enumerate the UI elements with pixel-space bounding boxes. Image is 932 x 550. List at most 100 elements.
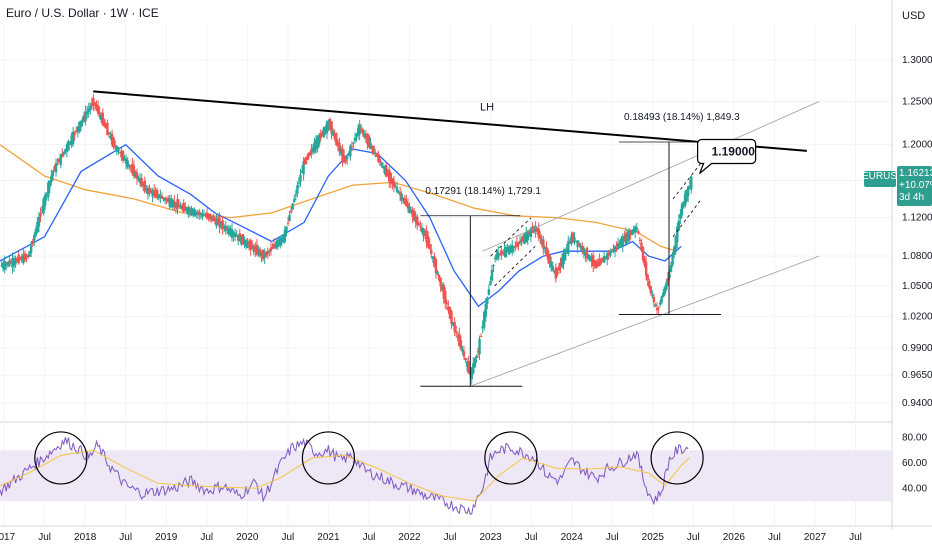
candle-body (331, 131, 335, 136)
x-tick-label: Jul (38, 532, 51, 543)
candle-body (76, 126, 80, 132)
channel-lower-line (470, 255, 820, 387)
candle-body (680, 204, 684, 216)
candle-body (226, 227, 229, 231)
candle-body (330, 121, 333, 135)
candle-body (454, 331, 458, 333)
candle-body (272, 244, 276, 249)
candle-body (22, 254, 25, 264)
candle-body (445, 303, 449, 305)
candle-body (360, 128, 363, 130)
x-tick-label: 2024 (561, 532, 584, 543)
candle-body (37, 216, 41, 227)
x-tick-label: 2026 (723, 532, 746, 543)
candle-body (671, 254, 674, 265)
rsi-band (0, 450, 892, 501)
candle-body (114, 145, 117, 147)
candle-body (135, 172, 139, 179)
candle-body (405, 200, 408, 207)
candle-body (426, 235, 430, 247)
candle-body (300, 171, 304, 173)
candle-body (341, 148, 344, 161)
x-tick-label: Jul (768, 532, 781, 543)
candle-body (263, 253, 266, 258)
candle-body (12, 258, 16, 266)
candle-body (100, 114, 103, 121)
candle-body (475, 356, 478, 358)
projection-dashed-line (672, 162, 702, 200)
candle-body (384, 165, 388, 177)
candle-body (156, 190, 159, 199)
candle-body (408, 206, 411, 213)
x-tick-label: 2020 (236, 532, 259, 543)
candle-body (674, 236, 677, 250)
candle-body (8, 260, 11, 267)
candle-body (436, 271, 439, 275)
candle-body (378, 159, 382, 163)
candle-body (497, 251, 500, 260)
candle-body (391, 178, 394, 185)
candle-body (162, 198, 165, 200)
candle-body (590, 258, 593, 262)
candle-body (75, 130, 78, 132)
candle-body (509, 246, 512, 253)
candle-body (190, 208, 193, 216)
candle-body (254, 245, 257, 253)
candle-body (109, 136, 112, 138)
candle-body (679, 213, 682, 219)
candle-body (665, 282, 668, 290)
candle-body (577, 243, 581, 246)
candle-body (529, 228, 533, 237)
ellipse-highlight-icon (301, 431, 356, 485)
candle-body (85, 111, 89, 115)
candle-body (297, 182, 301, 184)
x-tick-label: Jul (363, 532, 376, 543)
ellipse-highlight-icon (650, 431, 704, 485)
candle-body (14, 258, 17, 265)
candle-body (484, 303, 487, 318)
candle-body (501, 251, 505, 253)
candle-body (212, 215, 215, 222)
candle-body (520, 239, 523, 242)
candle-body (179, 205, 182, 209)
candle-body (409, 210, 413, 213)
candle-body (630, 229, 634, 235)
candle-body (107, 132, 111, 134)
candle-body (649, 286, 653, 294)
candle-body (685, 190, 688, 202)
candle-body (612, 248, 615, 251)
candle-body (274, 244, 277, 247)
candle-body (398, 192, 402, 196)
candle-body (202, 215, 206, 217)
candle-body (160, 195, 164, 199)
candle-body (42, 198, 45, 214)
candle-body (146, 187, 150, 195)
candle-body (313, 142, 316, 153)
candle-body (269, 247, 273, 251)
candle-body (1, 262, 5, 269)
candle-body (451, 322, 455, 326)
y-tick-label: 1.05000 (902, 281, 932, 292)
candle-body (392, 180, 396, 187)
candle-body (23, 253, 27, 261)
candle-body (467, 360, 470, 374)
candle-body (579, 245, 582, 249)
candle-body (198, 211, 201, 216)
candle-body (461, 349, 464, 352)
candle-body (356, 128, 360, 136)
candle-body (148, 187, 151, 194)
candle-body (481, 326, 484, 329)
badge-price-box: 1.16213 +10.07% 3d 4h (897, 166, 932, 206)
candle-body (132, 165, 136, 177)
candle-body (613, 245, 617, 252)
candle-body (40, 209, 44, 211)
candle-body (483, 311, 486, 328)
candle-body (683, 194, 687, 207)
candle-body (539, 235, 542, 239)
candle-body (459, 340, 463, 350)
candle-body (616, 243, 620, 248)
candle-body (137, 177, 140, 180)
y-tick-label: 1.30000 (902, 55, 932, 66)
candle-body (219, 222, 223, 228)
